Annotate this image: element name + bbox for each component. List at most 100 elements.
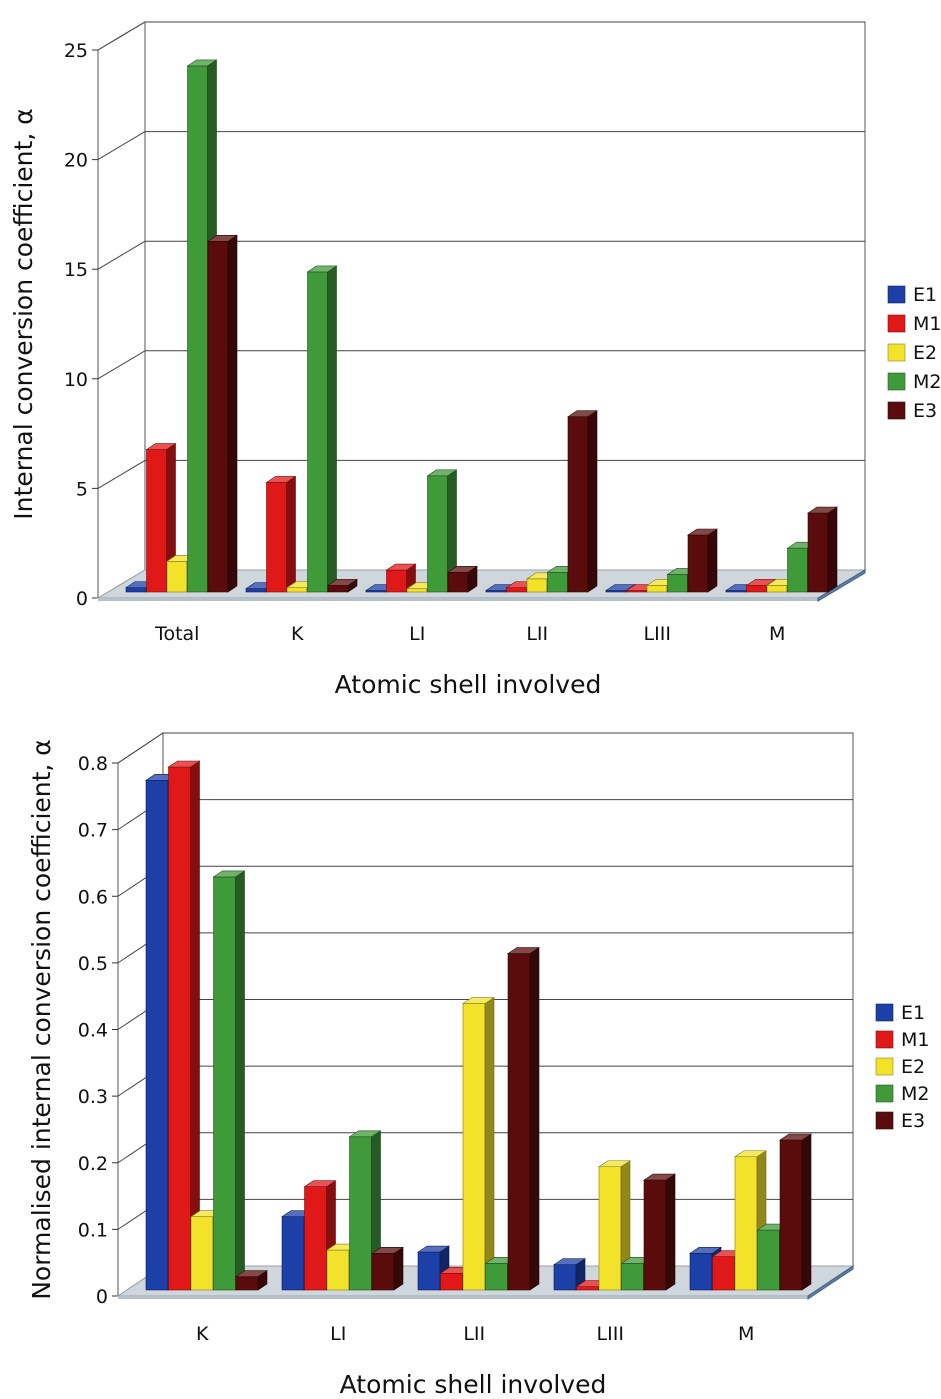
bar-front xyxy=(689,1253,713,1291)
bar-front xyxy=(417,1251,441,1291)
bar-front xyxy=(213,876,236,1291)
bar-front xyxy=(349,1136,372,1291)
legend-swatch xyxy=(887,285,906,304)
bar-front xyxy=(207,240,229,593)
bar-k-e3 xyxy=(235,1270,268,1291)
bar-front xyxy=(286,587,308,593)
y-tick-label: 25 xyxy=(64,40,88,62)
bar-side xyxy=(393,1246,404,1291)
legend-label: M2 xyxy=(913,371,941,393)
bar-front xyxy=(746,585,767,593)
bar-front xyxy=(485,1263,508,1291)
y-tick-label: 0.6 xyxy=(78,886,108,908)
bar-front xyxy=(307,271,328,593)
bar-side xyxy=(665,1173,676,1291)
y-tick-label: 20 xyxy=(64,150,88,172)
bar-front xyxy=(427,475,448,593)
bar-top xyxy=(303,1180,337,1188)
legend-swatch xyxy=(887,401,906,420)
bar-k-m1 xyxy=(167,760,201,1291)
bar-front xyxy=(687,534,709,593)
bar-top xyxy=(689,1247,722,1254)
bar-total-e3 xyxy=(207,234,238,593)
bar-front xyxy=(462,1003,486,1291)
bar-front xyxy=(168,766,191,1291)
bar-top xyxy=(235,1270,268,1277)
bar-liii-e1 xyxy=(553,1258,586,1291)
y-tick-label: 0.7 xyxy=(78,820,108,842)
bar-front xyxy=(166,561,188,593)
bar-front xyxy=(779,1139,803,1291)
bar-liii-e2 xyxy=(598,1160,631,1291)
x-tick-label: M xyxy=(769,623,785,645)
legend-swatch xyxy=(887,314,906,333)
gridline-side xyxy=(97,459,146,489)
bar-side xyxy=(227,234,238,593)
y-tick-label: 15 xyxy=(64,259,88,281)
bar-top xyxy=(327,579,358,586)
bar-top xyxy=(207,234,238,242)
bar-m-e3 xyxy=(807,506,838,593)
bar-front xyxy=(598,1166,622,1291)
bar-front xyxy=(667,574,688,593)
gridline-side xyxy=(117,732,164,764)
bar-li-m2 xyxy=(426,469,458,593)
bar-front xyxy=(235,1276,259,1291)
bar-top xyxy=(212,870,246,878)
side-wall xyxy=(97,21,146,599)
bar-total-m1 xyxy=(145,442,177,593)
floor-edge xyxy=(807,1265,854,1300)
bar-side xyxy=(801,1133,812,1291)
bar-front xyxy=(281,1216,305,1291)
bar-top xyxy=(265,476,297,483)
bar-top xyxy=(385,563,417,571)
bar-top xyxy=(426,469,458,477)
x-tick-label: M xyxy=(738,1323,754,1345)
x-tick-label: K xyxy=(196,1323,209,1345)
bar-front xyxy=(807,512,829,593)
y-axis-title: Normalised internal conversion coefficie… xyxy=(27,739,56,1300)
bar-front xyxy=(526,578,548,593)
bar-front xyxy=(576,1286,599,1291)
bar-side xyxy=(190,760,200,1291)
bar-lii-e3 xyxy=(567,410,598,593)
legend-label: E3 xyxy=(913,400,937,422)
bar-front xyxy=(145,780,169,1291)
x-axis-title: Atomic shell involved xyxy=(335,670,602,699)
y-tick-label: 10 xyxy=(64,369,88,391)
bar-lii-e3 xyxy=(507,946,540,1291)
bar-top xyxy=(306,265,338,273)
y-tick-label: 0.4 xyxy=(78,1020,108,1042)
legend-label: E3 xyxy=(901,1110,925,1132)
bar-front xyxy=(766,585,788,593)
bar-side xyxy=(286,475,296,593)
legend-label: E2 xyxy=(913,342,937,364)
legend-label: M1 xyxy=(913,313,941,335)
x-tick-label: LI xyxy=(409,623,425,645)
bar-front xyxy=(643,1179,667,1291)
bar-front xyxy=(547,571,568,593)
bar-front xyxy=(187,65,208,593)
bar-top xyxy=(553,1258,586,1265)
bar-front xyxy=(447,571,469,593)
bar-top xyxy=(507,947,540,954)
bar-side xyxy=(235,870,245,1291)
legend: E1 M1 E2 M2 E3 xyxy=(875,1002,929,1132)
bar-side xyxy=(827,506,838,593)
legend-label: E2 xyxy=(901,1056,925,1078)
bar-front xyxy=(125,587,147,593)
bar-side xyxy=(484,996,495,1291)
legend-swatch xyxy=(875,1030,894,1049)
y-tick-label: 0 xyxy=(96,1286,108,1308)
bar-top xyxy=(167,760,201,768)
bar-k-e3 xyxy=(327,578,358,593)
legend-swatch xyxy=(887,343,906,362)
bar-front xyxy=(757,1229,780,1291)
bar-front xyxy=(371,1253,395,1291)
y-tick-label: 0 xyxy=(76,588,88,610)
legend: E1 M1 E2 M2 E3 xyxy=(887,284,941,422)
bar-front xyxy=(621,1263,644,1291)
back-wall xyxy=(144,21,866,571)
bar-front xyxy=(386,569,407,593)
